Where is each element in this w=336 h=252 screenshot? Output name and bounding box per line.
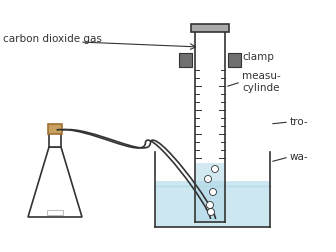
Polygon shape xyxy=(29,205,81,216)
FancyBboxPatch shape xyxy=(48,124,62,134)
Bar xyxy=(228,53,241,67)
Text: wa-: wa- xyxy=(290,152,309,162)
Text: tro-: tro- xyxy=(290,117,309,127)
Circle shape xyxy=(208,208,214,215)
Circle shape xyxy=(207,202,213,208)
Bar xyxy=(49,132,61,147)
Bar xyxy=(47,210,63,215)
Text: carbon dioxide gas: carbon dioxide gas xyxy=(3,34,102,44)
Circle shape xyxy=(210,188,216,196)
Bar xyxy=(196,163,224,222)
Text: clamp: clamp xyxy=(242,52,274,62)
Bar xyxy=(179,53,192,67)
Bar xyxy=(191,24,229,32)
Polygon shape xyxy=(28,147,82,217)
Bar xyxy=(196,37,224,163)
Circle shape xyxy=(211,166,218,173)
FancyBboxPatch shape xyxy=(155,180,270,227)
Text: measu-
cylinde: measu- cylinde xyxy=(242,71,281,93)
Circle shape xyxy=(205,175,211,182)
